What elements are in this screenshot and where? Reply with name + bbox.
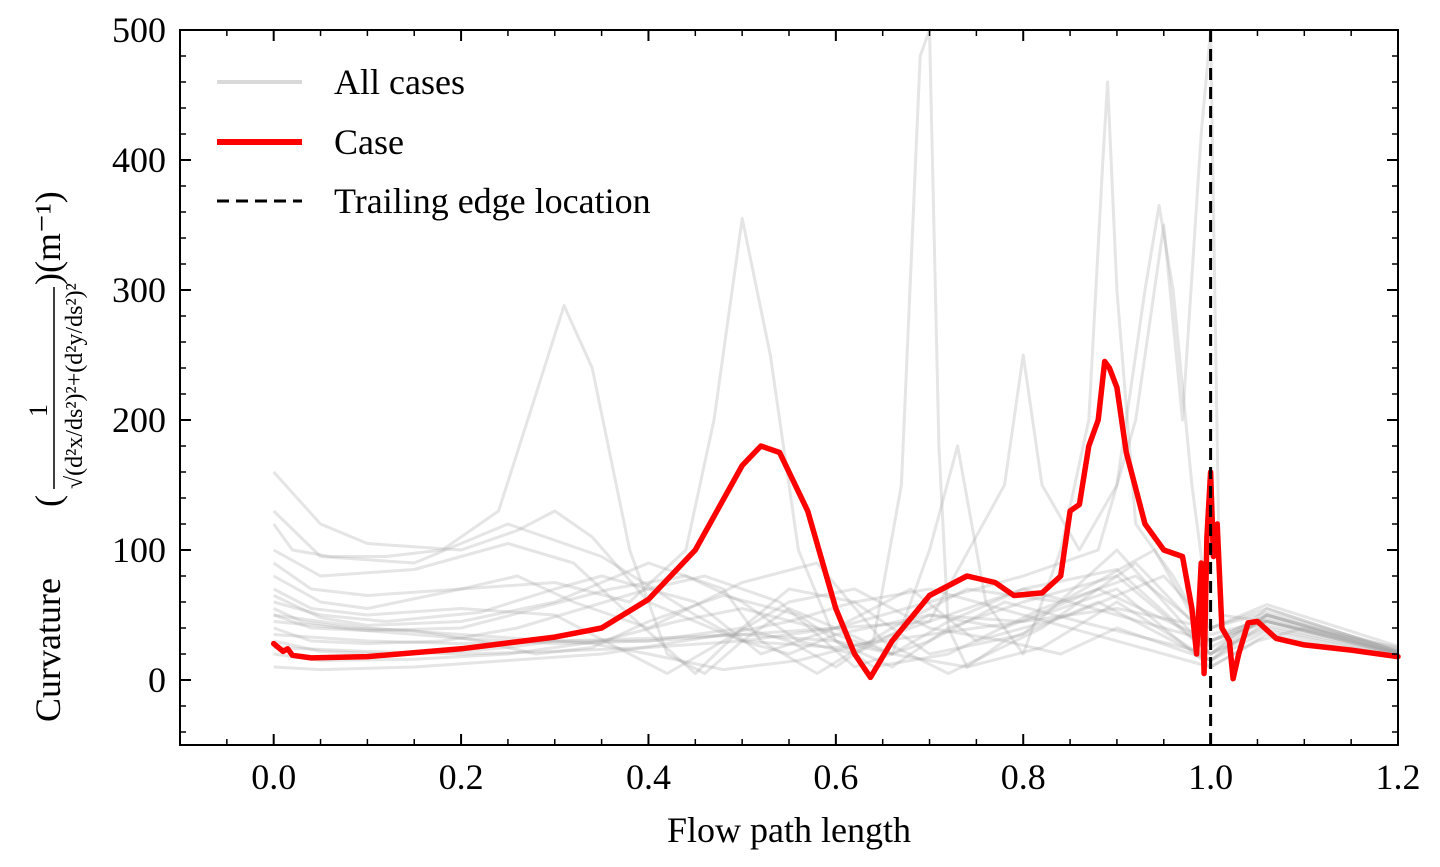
y-axis-label: Curvature ( 1 √(d²x/ds²)²+(d²y/ds²)² )(m… [24,191,88,722]
y-axis-label-denominator: √(d²x/ds²)²+(d²y/ds²)² [62,283,88,489]
y-tick-label: 400 [112,140,166,180]
all-cases-line-2 [272,561,1399,675]
all-cases-line-5 [273,574,1399,656]
y-axis-label-open-paren: ( [28,495,68,507]
legend: All cases Case Trailing edge location [217,62,651,221]
x-tick-label: 0.8 [1001,757,1046,797]
all-cases-line-3 [273,574,1399,656]
y-tick-label: 0 [148,660,166,700]
x-tick-label: 1.0 [1188,757,1233,797]
y-axis-label-word: Curvature [28,578,68,722]
y-axis-label-close: )(m⁻¹) [28,191,68,285]
all-cases-line-9 [272,470,1399,649]
y-tick-label: 300 [112,270,166,310]
axis-ticks [179,29,1399,745]
case-line-group [270,358,1401,682]
all-cases-line-16 [273,80,1399,656]
all-cases-line-11 [273,600,1399,669]
legend-case-label: Case [334,122,404,162]
all-cases-line-17 [273,204,1399,653]
x-tick-label: 0.6 [813,757,858,797]
y-axis-label-numerator: 1 [24,404,53,417]
legend-trailing-edge-label: Trailing edge location [334,181,651,221]
y-tick-label: 500 [112,10,166,50]
legend-all-cases-label: All cases [334,62,465,102]
all-cases-line-13 [272,304,1399,675]
axis-tick-labels: 0.0 0.2 0.4 0.6 0.8 1.0 1.2 0 100 200 300 400 500 [112,10,1421,797]
x-tick-label: 0.0 [251,757,296,797]
x-tick-label: 0.4 [626,757,671,797]
all-cases-line-4 [273,548,1399,675]
all-cases-line-0 [272,509,1399,669]
all-cases-line-14 [272,217,1399,669]
all-cases-line-8 [273,574,1399,669]
x-tick-label: 1.2 [1376,757,1421,797]
all-cases-line-7 [273,587,1399,675]
all-cases-line-15 [273,28,1399,669]
x-axis-label: Flow path length [667,810,911,850]
case-line [270,358,1401,682]
all-cases-line-6 [273,574,1399,669]
all-cases-line-1 [272,542,1399,675]
all-cases-lines [272,28,1399,675]
x-tick-label: 0.2 [439,757,484,797]
y-tick-label: 200 [112,400,166,440]
y-tick-label: 100 [112,530,166,570]
all-cases-line-12 [273,587,1399,672]
